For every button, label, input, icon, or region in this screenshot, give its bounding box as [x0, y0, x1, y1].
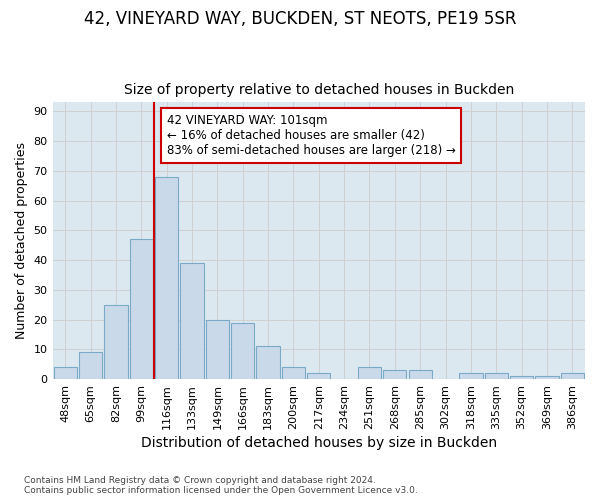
Bar — [560, 373, 584, 379]
Bar — [104, 305, 128, 379]
Bar — [307, 373, 331, 379]
Text: 42, VINEYARD WAY, BUCKDEN, ST NEOTS, PE19 5SR: 42, VINEYARD WAY, BUCKDEN, ST NEOTS, PE1… — [84, 10, 516, 28]
Bar — [485, 373, 508, 379]
Title: Size of property relative to detached houses in Buckden: Size of property relative to detached ho… — [124, 83, 514, 97]
Bar — [79, 352, 102, 379]
X-axis label: Distribution of detached houses by size in Buckden: Distribution of detached houses by size … — [141, 436, 497, 450]
Bar — [256, 346, 280, 379]
Text: 42 VINEYARD WAY: 101sqm
← 16% of detached houses are smaller (42)
83% of semi-de: 42 VINEYARD WAY: 101sqm ← 16% of detache… — [167, 114, 455, 157]
Bar — [282, 368, 305, 379]
Bar — [181, 263, 203, 379]
Y-axis label: Number of detached properties: Number of detached properties — [15, 142, 28, 340]
Bar — [231, 322, 254, 379]
Bar — [535, 376, 559, 379]
Bar — [206, 320, 229, 379]
Bar — [459, 373, 482, 379]
Bar — [358, 368, 381, 379]
Bar — [383, 370, 406, 379]
Bar — [155, 177, 178, 379]
Text: Contains HM Land Registry data © Crown copyright and database right 2024.
Contai: Contains HM Land Registry data © Crown c… — [24, 476, 418, 495]
Bar — [130, 240, 153, 379]
Bar — [53, 368, 77, 379]
Bar — [510, 376, 533, 379]
Bar — [409, 370, 432, 379]
